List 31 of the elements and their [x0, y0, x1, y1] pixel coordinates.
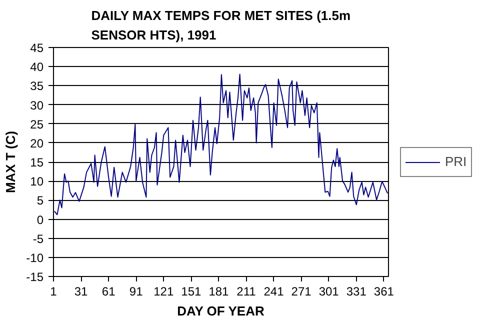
y-tick-label: 0: [36, 212, 44, 227]
chart-title: DAILY MAX TEMPS FOR MET SITES (1.5m SENSOR HTS), 1991: [91, 8, 351, 42]
y-tick-label: -15: [26, 270, 44, 284]
x-axis-title: DAY OF YEAR: [177, 304, 265, 318]
legend-label: PRI: [445, 154, 467, 169]
y-tick-label: 40: [30, 60, 44, 74]
y-axis-title: MAX T (C): [3, 130, 18, 194]
x-tick-label: 271: [291, 284, 312, 298]
x-tick-label: 121: [154, 284, 174, 298]
x-tick-label: 301: [318, 284, 340, 298]
x-tick-label: 331: [346, 284, 367, 298]
y-tick-label: 30: [30, 98, 44, 112]
x-tick-label: 31: [74, 284, 88, 298]
y-tick-label: 10: [30, 174, 44, 189]
x-tick-label: 361: [374, 284, 394, 298]
y-tick-label: 15: [30, 156, 44, 170]
x-tick-label: 241: [264, 284, 284, 298]
x-tick-label: 211: [236, 284, 256, 298]
x-tick-label: 1: [50, 284, 58, 298]
y-tick-label: -10: [26, 250, 44, 265]
y-tick-label: 25: [30, 117, 44, 132]
y-tick-label: 45: [30, 41, 44, 55]
x-tick-label: 61: [102, 284, 116, 298]
x-tick-label: 91: [129, 284, 144, 298]
y-tick-label: 5: [36, 194, 44, 208]
y-tick-label: 35: [30, 79, 44, 94]
x-tick-label: 181: [208, 284, 230, 298]
y-tick-label: 20: [30, 136, 44, 150]
y-tick-label: -5: [32, 232, 44, 246]
x-tick-label: 151: [181, 284, 202, 298]
line-series: [54, 74, 388, 216]
